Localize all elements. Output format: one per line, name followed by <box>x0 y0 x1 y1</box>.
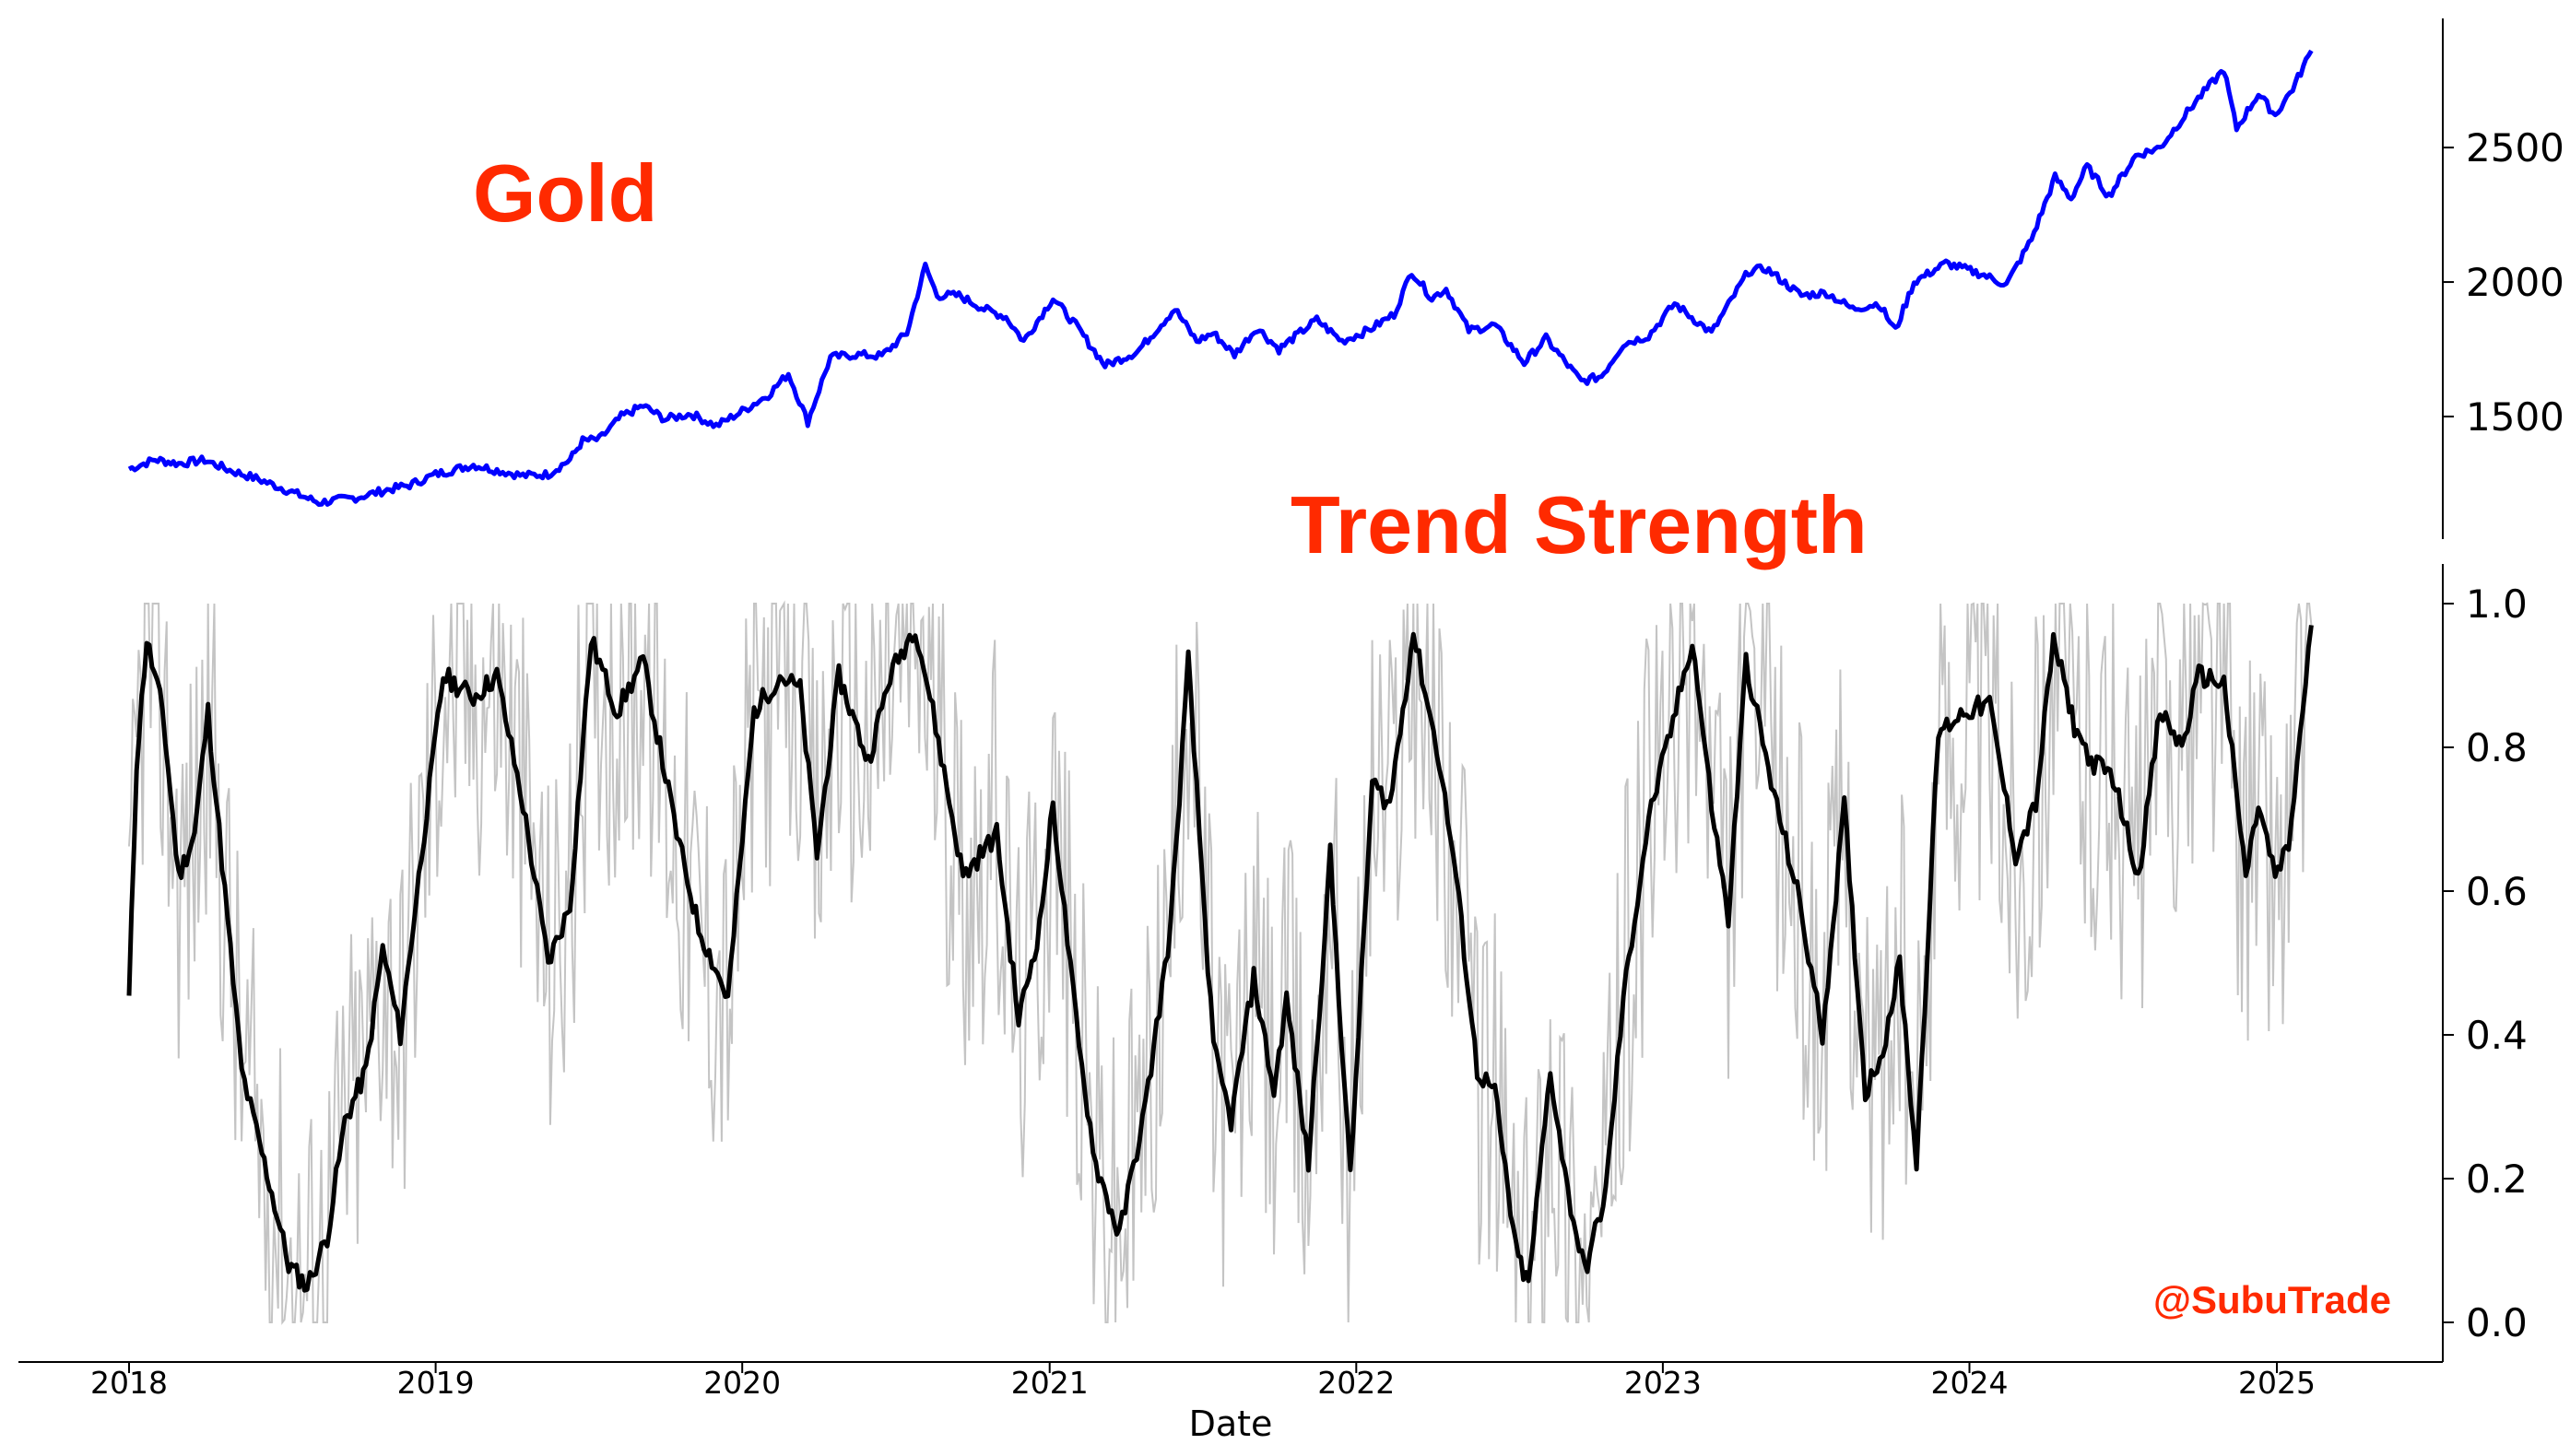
trend-y-tick-label: 1.0 <box>2466 581 2528 627</box>
watermark: @SubuTrade <box>2153 1278 2391 1321</box>
x-tick-label: 2019 <box>397 1365 475 1401</box>
x-axis-label: Date <box>1189 1403 1273 1444</box>
trend-y-tick-label: 0.8 <box>2466 725 2528 770</box>
gold-y-tick-label: 1500 <box>2466 394 2564 440</box>
trend-title: Trend Strength <box>1291 479 1868 570</box>
gold-panel: 1500 2000 2500 Gold <box>127 18 2564 539</box>
trend-strength-line <box>126 625 2314 1293</box>
gold-price-line <box>127 49 2314 507</box>
trend-y-tick-label: 0.2 <box>2466 1157 2528 1202</box>
x-tick-label: 2024 <box>1930 1365 2008 1401</box>
x-tick-label: 2025 <box>2238 1365 2316 1401</box>
trend-y-ticks: 0.0 0.2 0.4 0.6 0.8 1.0 <box>2443 581 2528 1345</box>
x-axis-ticks: 2018 2019 2020 2021 2022 2023 2024 2025 <box>90 1362 2316 1401</box>
gold-y-tick-label: 2500 <box>2466 125 2564 170</box>
trend-y-tick-label: 0.6 <box>2466 869 2528 914</box>
gold-y-tick-label: 2000 <box>2466 260 2564 305</box>
x-tick-label: 2021 <box>1011 1365 1089 1401</box>
trend-panel: 0.00.20.40.60.81.0 2018 2019 2020 2021 2022 2… <box>18 479 2528 1444</box>
x-tick-label: 2018 <box>90 1365 168 1401</box>
gold-y-ticks: 1500 2000 2500 <box>2443 125 2564 440</box>
x-tick-label: 2022 <box>1317 1365 1395 1401</box>
trend-y-tick-label: 0.4 <box>2466 1013 2528 1058</box>
gold-title: Gold <box>473 147 657 239</box>
x-tick-label: 2020 <box>703 1365 781 1401</box>
trend-y-tick-label: 0.0 <box>2466 1300 2528 1345</box>
x-tick-label: 2023 <box>1624 1365 1702 1401</box>
